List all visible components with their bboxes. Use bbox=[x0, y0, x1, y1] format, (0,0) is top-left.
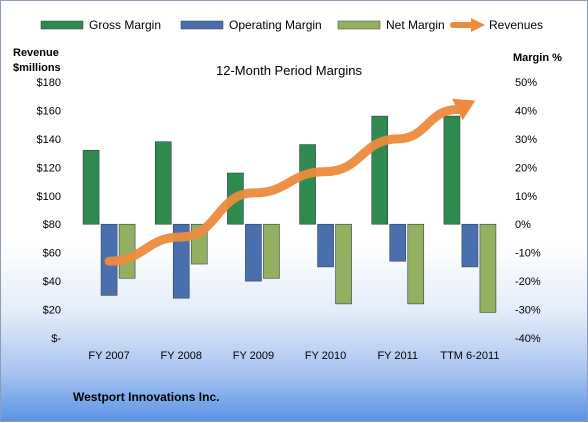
right-tick-label-3: -10% bbox=[515, 248, 541, 260]
bar-net-margin-5 bbox=[480, 224, 496, 312]
bar-gross-margin-1 bbox=[155, 142, 171, 224]
category-label-5: TTM 6-2011 bbox=[440, 350, 499, 362]
left-tick-label-3: $60 bbox=[43, 248, 61, 260]
bar-gross-margin-0 bbox=[83, 150, 99, 224]
left-tick-label-9: $180 bbox=[37, 77, 61, 89]
left-tick-label-2: $40 bbox=[43, 276, 61, 288]
bar-operating-margin-4 bbox=[390, 224, 406, 261]
bar-operating-margin-2 bbox=[245, 224, 261, 281]
legend-label-2: Net Margin bbox=[386, 18, 445, 32]
bar-net-margin-0 bbox=[119, 224, 135, 278]
left-tick-label-6: $120 bbox=[37, 162, 61, 174]
legend-label-0: Gross Margin bbox=[89, 18, 161, 32]
category-label-1: FY 2008 bbox=[161, 350, 202, 362]
left-tick-label-7: $140 bbox=[37, 134, 61, 146]
company-name: Westport Innovations Inc. bbox=[73, 390, 219, 404]
left-tick-label-8: $160 bbox=[37, 105, 61, 117]
right-tick-label-0: -40% bbox=[515, 333, 541, 345]
legend-arrowhead bbox=[471, 18, 485, 32]
bar-operating-margin-5 bbox=[462, 224, 478, 267]
bar-gross-margin-5 bbox=[444, 116, 460, 224]
right-tick-label-8: 40% bbox=[515, 105, 537, 117]
right-tick-label-1: -30% bbox=[515, 305, 541, 317]
bar-net-margin-3 bbox=[336, 224, 352, 304]
category-label-2: FY 2009 bbox=[233, 350, 274, 362]
left-tick-label-5: $100 bbox=[37, 191, 61, 203]
category-label-0: FY 2007 bbox=[88, 350, 129, 362]
category-label-3: FY 2010 bbox=[305, 350, 346, 362]
bar-operating-margin-3 bbox=[318, 224, 334, 267]
left-tick-label-0: $- bbox=[51, 333, 61, 345]
right-tick-label-6: 20% bbox=[515, 162, 537, 174]
bar-gross-margin-4 bbox=[372, 116, 388, 224]
legend-swatch-1 bbox=[181, 21, 223, 29]
category-label-4: FY 2011 bbox=[377, 350, 418, 362]
bar-net-margin-4 bbox=[408, 224, 424, 304]
chart-title: 12-Month Period Margins bbox=[216, 63, 362, 78]
right-tick-label-7: 30% bbox=[515, 134, 537, 146]
right-tick-label-2: -20% bbox=[515, 276, 541, 288]
legend-label-3: Revenues bbox=[489, 18, 543, 32]
right-tick-label-9: 50% bbox=[515, 77, 537, 89]
legend-label-1: Operating Margin bbox=[229, 18, 322, 32]
left-tick-label-4: $80 bbox=[43, 219, 61, 231]
right-tick-label-5: 10% bbox=[515, 191, 537, 203]
legend-swatch-0 bbox=[41, 21, 83, 29]
legend-swatch-2 bbox=[338, 21, 380, 29]
right-tick-label-4: 0% bbox=[515, 219, 531, 231]
left-axis-title-line1: Revenue bbox=[13, 47, 59, 59]
left-axis-title-line2: $millions bbox=[13, 62, 61, 74]
bar-net-margin-2 bbox=[263, 224, 279, 278]
left-tick-label-1: $20 bbox=[43, 305, 61, 317]
bar-gross-margin-3 bbox=[300, 145, 316, 225]
right-axis-title: Margin % bbox=[513, 52, 562, 64]
